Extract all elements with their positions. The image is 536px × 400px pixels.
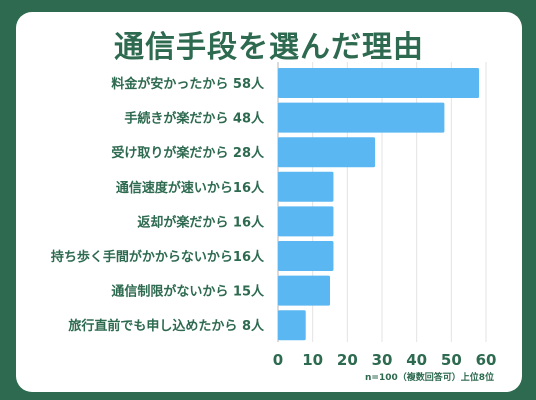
- x-tick-label: 10: [302, 351, 323, 369]
- bar: [278, 206, 334, 237]
- bar: [278, 241, 334, 271]
- chart-title: 通信手段を選んだ理由: [114, 30, 424, 65]
- chart-card: 通信手段を選んだ理由 料金が安かったから 58人手続きが楽だから 48人受け取り…: [16, 12, 522, 392]
- category-label: 持ち歩く手間がかからないから16人: [51, 249, 265, 265]
- bar: [278, 102, 445, 133]
- bar: [278, 171, 334, 202]
- bar-layer: [278, 68, 480, 341]
- category-label: 旅行直前でも申し込めたから 8人: [68, 318, 265, 334]
- category-label: 受け取りが楽だから 28人: [111, 145, 265, 161]
- category-label: 返却が楽だから 16人: [137, 214, 265, 230]
- x-tick-label: 60: [476, 351, 497, 369]
- x-tick-label: 50: [441, 351, 462, 369]
- x-tick-layer: 0 10 20 30 40 50 60: [273, 351, 497, 369]
- sample-note: n=100（複数回答可）上位8位: [365, 371, 494, 383]
- bar: [278, 310, 306, 341]
- category-label: 通信制限がないから 15人: [111, 284, 265, 300]
- bar: [278, 68, 480, 98]
- category-label: 料金が安かったから 58人: [111, 76, 265, 92]
- bar: [278, 137, 376, 168]
- bar: [278, 275, 330, 306]
- category-label: 通信速度が速いから16人: [116, 180, 265, 196]
- x-tick-label: 0: [273, 351, 283, 369]
- x-tick-label: 20: [337, 351, 358, 369]
- x-tick-label: 30: [372, 351, 393, 369]
- x-tick-label: 40: [406, 351, 427, 369]
- category-label: 手続きが楽だから 48人: [124, 111, 265, 127]
